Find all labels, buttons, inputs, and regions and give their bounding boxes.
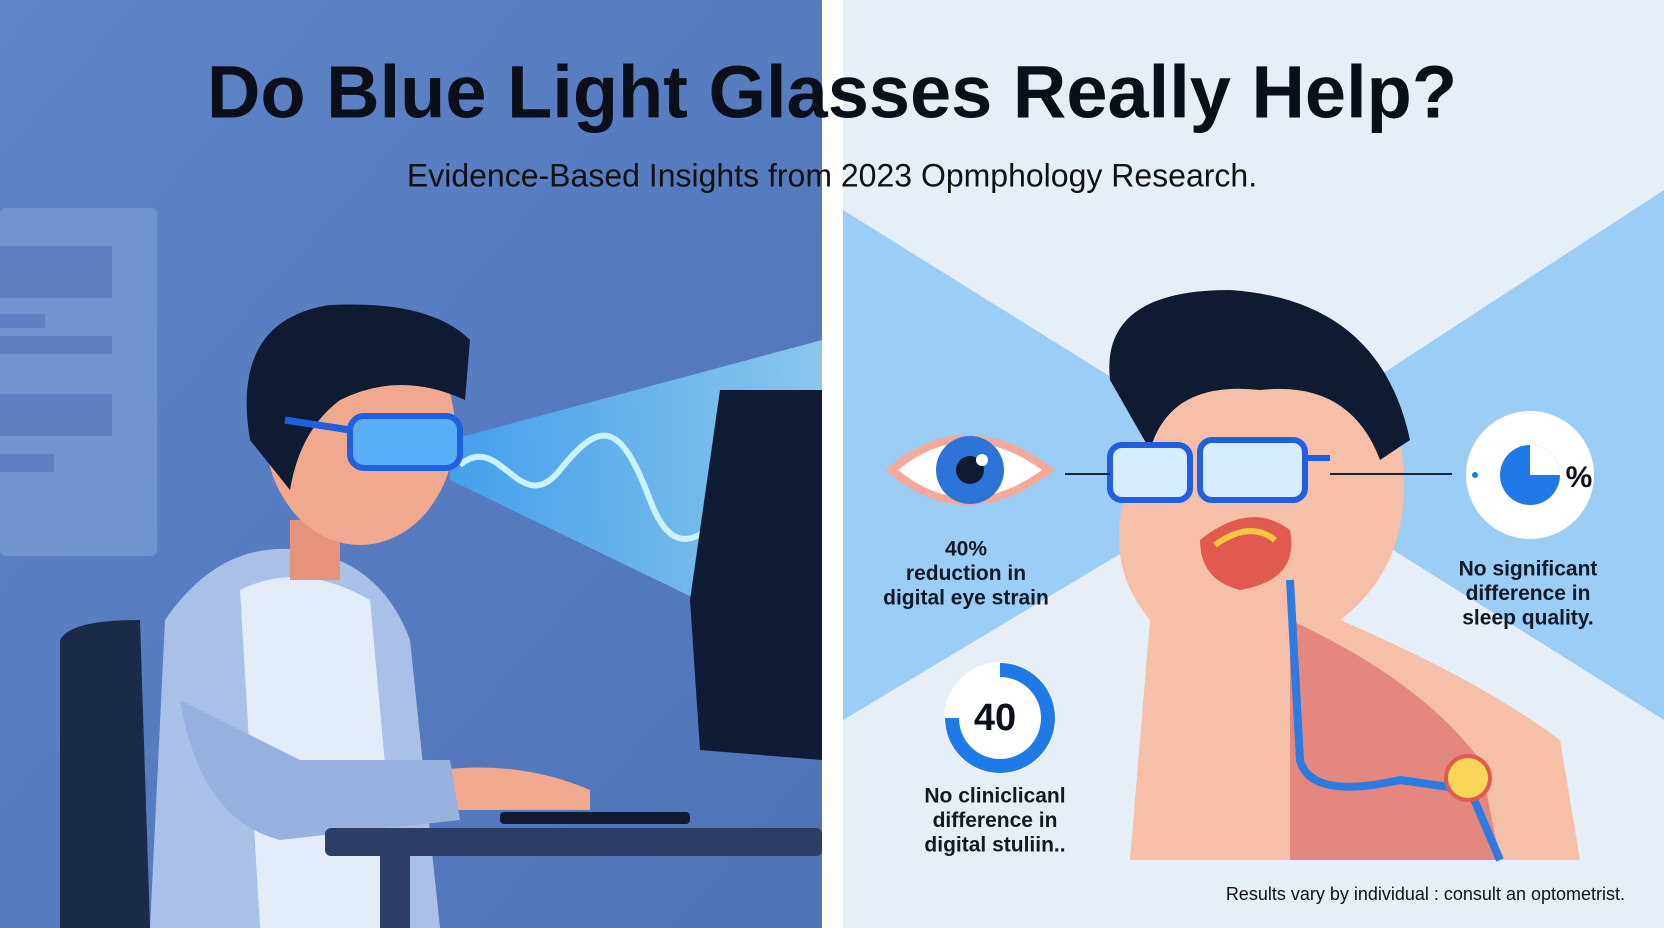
pie-label: % (1566, 461, 1593, 494)
right-panel-shape (1444, 754, 1492, 802)
right-panel-shape (1530, 445, 1560, 475)
right-panel-shape (976, 454, 988, 466)
stat-text: sleep quality. (1462, 607, 1594, 630)
left-panel-shape (440, 767, 590, 810)
left-panel-shape (500, 812, 690, 824)
right-panel-shape (944, 662, 1056, 774)
right-panel-shape (1286, 579, 1504, 862)
left-panel-shape (180, 700, 460, 840)
stat-text: difference in (933, 809, 1058, 832)
right-panel-shape (1290, 620, 1500, 860)
stat-text: No significant (1459, 558, 1598, 581)
title: Do Blue Light Glasses Really Help? (207, 51, 1457, 134)
left-panel-shape (690, 390, 822, 760)
footer-note: Results vary by individual : consult an … (1226, 884, 1625, 904)
left-panel-shape (347, 413, 463, 471)
left-panel-shape (380, 856, 410, 928)
stat-text: digital stuliin.. (924, 834, 1065, 857)
left-panel-shape (325, 828, 822, 856)
text-layer: Do Blue Light Glasses Really Help? Eviden… (207, 51, 1625, 904)
left-panel-shape (0, 314, 45, 328)
right-panel-shape (1109, 290, 1410, 460)
right-panel (843, 0, 1664, 928)
subtitle: Evidence-Based Insights from 2023 Opmpho… (407, 157, 1257, 193)
stat-text: difference in (1466, 582, 1591, 605)
right-panel-shape (945, 663, 1055, 773)
left-panel-shape (0, 454, 54, 472)
right-panel-shape (1213, 528, 1277, 548)
stat-text: 40% (945, 538, 987, 561)
left-panel-shape (0, 336, 112, 354)
right-panel-shape (1472, 472, 1478, 478)
left-panel-shape (284, 416, 351, 434)
right-panel-shape (1250, 190, 1664, 720)
right-panel-shape (1107, 442, 1193, 503)
stat-text: digital eye strain (883, 587, 1049, 610)
right-panel-shape (1197, 437, 1308, 503)
donut-label: 40 (974, 697, 1016, 739)
left-panel (0, 0, 822, 928)
left-panel-shape (60, 620, 150, 928)
stat-text: No cliniclicanl (924, 785, 1065, 808)
right-panel-shape (843, 210, 1260, 720)
stat-text: reduction in (906, 562, 1026, 585)
left-panel-shape (0, 394, 112, 436)
left-panel-shape (0, 246, 112, 298)
divider (822, 0, 843, 928)
left-panel-shape (246, 304, 470, 490)
